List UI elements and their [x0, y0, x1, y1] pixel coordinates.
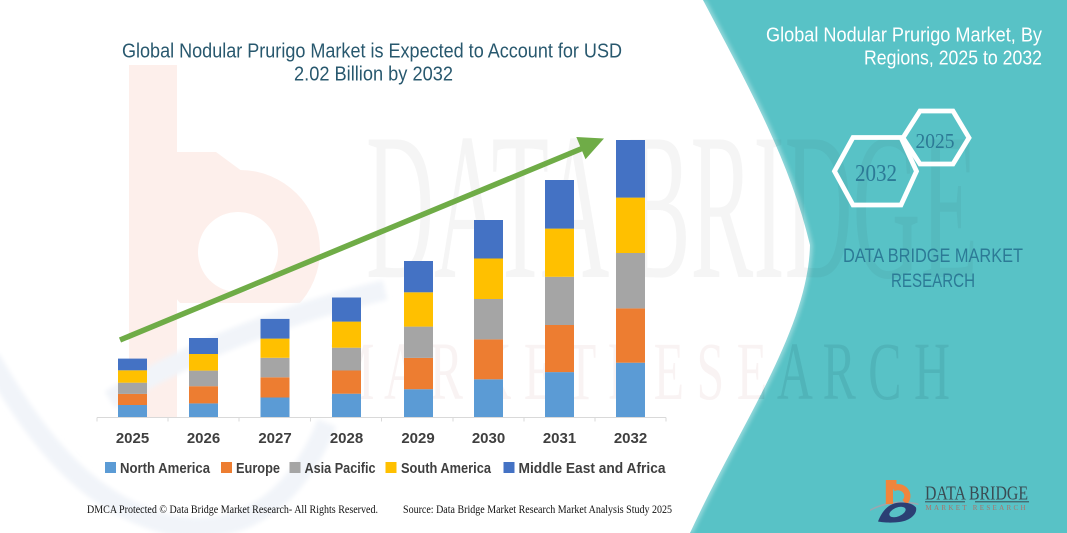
svg-text:2026: 2026 [187, 430, 220, 447]
svg-text:2031: 2031 [543, 430, 576, 447]
svg-text:MARKET RESEARCH: MARKET RESEARCH [926, 504, 1026, 512]
svg-text:Middle East and Africa: Middle East and Africa [519, 460, 667, 477]
svg-text:South America: South America [401, 460, 492, 477]
svg-text:Global Nodular Prurigo Market: Global Nodular Prurigo Market is Expecte… [122, 40, 622, 63]
svg-text:RESEARCH: RESEARCH [891, 271, 975, 292]
svg-text:North America: North America [120, 460, 211, 477]
svg-text:2027: 2027 [258, 430, 291, 447]
svg-text:Asia Pacific: Asia Pacific [305, 460, 376, 477]
svg-text:2025: 2025 [116, 430, 149, 447]
svg-text:DMCA Protected © Data Bridge M: DMCA Protected © Data Bridge Market Rese… [87, 504, 378, 516]
svg-text:2028: 2028 [330, 430, 363, 447]
svg-text:Regions, 2025 to 2032: Regions, 2025 to 2032 [864, 47, 1042, 70]
svg-text:Global Nodular Prurigo Market,: Global Nodular Prurigo Market, By [766, 24, 1043, 47]
svg-text:Europe: Europe [236, 460, 280, 477]
svg-text:DATA BRIDGE: DATA BRIDGE [925, 483, 1028, 505]
svg-text:2032: 2032 [614, 430, 647, 447]
svg-text:Source: Data Bridge Market Res: Source: Data Bridge Market Research Mark… [403, 504, 672, 516]
svg-text:2.02 Billion by 2032: 2.02 Billion by 2032 [294, 63, 453, 86]
svg-text:2030: 2030 [472, 430, 505, 447]
svg-text:2032: 2032 [855, 161, 897, 187]
svg-text:2029: 2029 [401, 430, 434, 447]
svg-text:2025: 2025 [916, 129, 955, 153]
svg-text:DATA BRIDGE MARKET: DATA BRIDGE MARKET [843, 246, 1023, 267]
